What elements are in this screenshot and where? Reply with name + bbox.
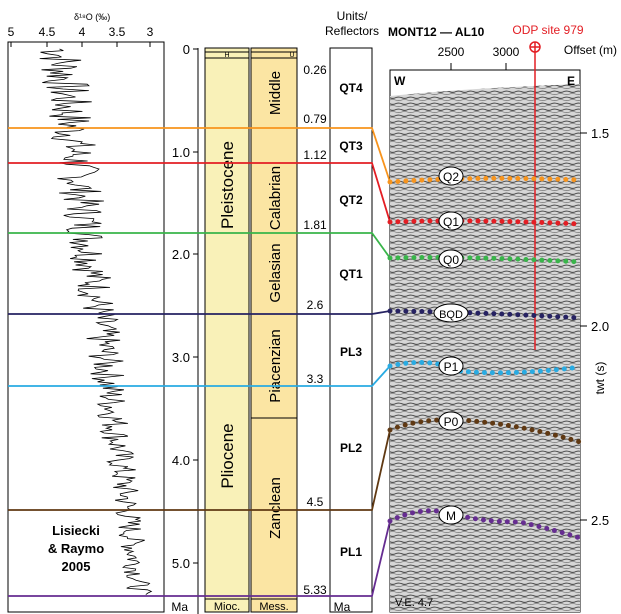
units-header: Reflectors [325,24,379,38]
epoch-pliocene: Pliocene [218,423,237,488]
stage-gelasian: Gelasian [267,243,284,302]
age-tick: 0 [183,42,190,57]
epoch-pleistocene: Pleistocene [218,141,237,229]
source-label: Lisiecki [52,523,100,538]
reflector-label: Q1 [443,215,459,229]
offset-tick: 3000 [493,45,520,59]
correlation-line-pl3-top [8,310,391,315]
seismic-title: MONT12 — AL10 [388,25,485,39]
delta18o-curve [39,48,153,595]
reflector-q0 [387,255,583,265]
stage-middle: Middle [267,71,284,115]
unit-label: QT2 [339,193,363,207]
correlation-line-pl2-top [8,365,391,387]
stage-column [250,47,298,613]
age-tick: 3.0 [172,350,190,365]
twt-tick: 2.5 [591,513,609,528]
seismic-section [390,84,580,612]
offset-label: Offset (m) [564,43,617,57]
epoch-column [204,47,250,613]
west-label: W [394,74,406,88]
boundary-age: 0.79 [303,112,327,126]
age-tick: 2.0 [172,247,190,262]
unit-label: PL3 [340,345,362,359]
reflector-label: P1 [444,360,459,374]
boundary-age: 2.6 [307,298,324,312]
source-label: 2005 [62,559,91,574]
stage-upper: U [289,52,294,59]
delta18o-tick: 4 [79,25,86,39]
odp-site-label: ODP site 979 [512,23,583,37]
delta18o-tick: 3.5 [109,25,126,39]
age-tick: 4.0 [172,453,190,468]
correlation-line-qt1-top [8,232,391,259]
delta18o-tick: 3 [147,25,154,39]
boundary-age: 0.26 [303,63,327,77]
boundary-age: 3.3 [307,372,324,386]
unit-label: PL2 [340,441,362,455]
reflector-bqd [387,308,583,321]
reflector-label: Q0 [443,253,459,267]
boundary-age: 5.33 [303,583,327,597]
boundary-age: 4.5 [307,495,324,509]
reflector-p0 [387,417,583,445]
unit-label: QT1 [339,267,363,281]
epoch-miocene: Mioc. [214,601,240,613]
unit-label: QT4 [339,81,363,95]
correlation-line-pl1-top [8,429,391,511]
unit-label: QT3 [339,139,363,153]
stage-messinian: Mess. [259,601,288,613]
offset-tick: 2500 [438,45,465,59]
delta18o-axis-title: δ¹⁸O (‰) [74,12,110,22]
delta18o-panel: δ¹⁸O (‰) 5 4.5 4 3.5 3 Lisiecki & Raymo … [7,12,165,613]
reflector-q1 [387,218,583,227]
age-tick: 1.0 [172,145,190,160]
boundary-age: 1.81 [303,218,327,232]
units-unit: Ma [334,600,351,614]
age-axis: 0 1.0 2.0 3.0 4.0 5.0 Ma [171,42,199,614]
boundary-age: 1.12 [303,148,327,162]
reflector-label: M [446,509,456,523]
twt-axis-label: twt (s) [593,362,607,395]
units-header: Units/ [337,9,368,23]
twt-tick: 2.0 [591,319,609,334]
units-frame [329,47,373,613]
vertical-exaggeration: V.E. 4.7 [395,597,433,609]
stage-calabrian: Calabrian [267,166,284,230]
delta18o-tick: 4.5 [39,25,56,39]
stage-piacenzian: Piacenzian [267,329,284,402]
unit-label: PL1 [340,545,362,559]
east-label: E [567,74,575,88]
delta18o-frame [7,41,165,613]
delta18o-tick: 5 [8,25,15,39]
reflector-label: Q2 [443,170,459,184]
units-column: Units/ Reflectors QT4 QT3 QT2 QT1 PL3 PL… [325,9,379,614]
reflector-label: BQD [439,309,463,321]
reflector-label: P0 [444,415,459,429]
seismic-panel: MONT12 — AL10 ODP site 979 2500 3000 Off… [387,23,617,613]
twt-tick: 1.5 [591,126,609,141]
stage-zanclean: Zanclean [267,477,284,539]
age-tick: 5.0 [172,556,190,571]
correlation-line-qt2-top [8,162,391,223]
reflector-labels: Q2 Q1 Q0 BQD P1 P0 M [433,166,469,525]
correlation-lines [8,127,391,597]
reflector-q2 [387,175,583,185]
epoch-holocene: H [224,52,229,59]
age-axis-unit: Ma [171,600,188,614]
chronostrat-column: H Pleistocene Pliocene Mioc. U Middle Ca… [204,47,327,613]
reflector-m [387,508,583,541]
correlation-line-qt3-top [8,127,391,183]
correlation-line-base [8,520,391,597]
source-label: & Raymo [48,541,104,556]
